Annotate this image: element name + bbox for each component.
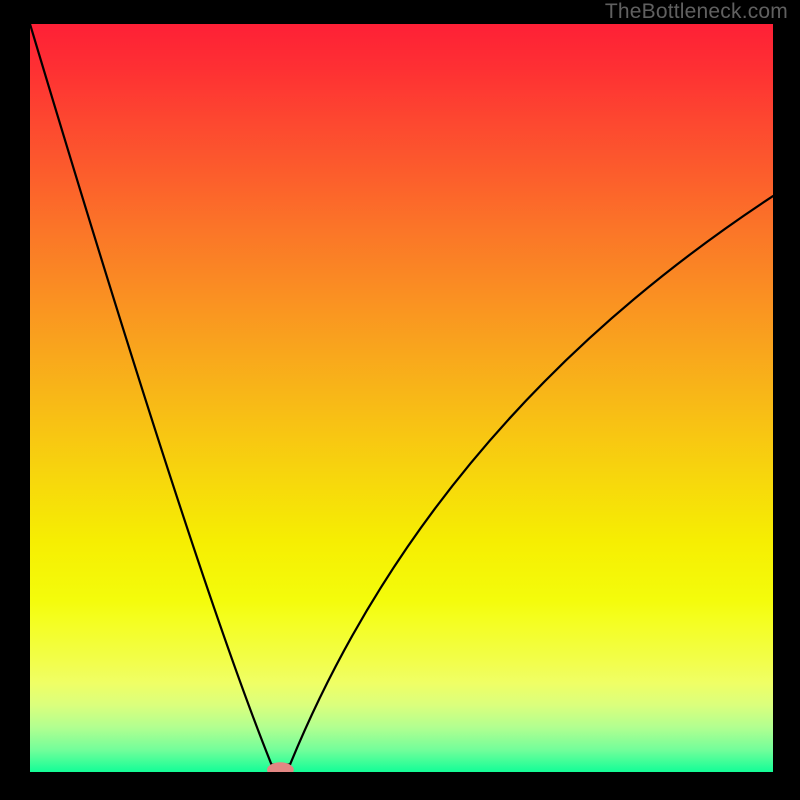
- bottleneck-chart: [30, 24, 773, 772]
- chart-container: TheBottleneck.com: [0, 0, 800, 800]
- gradient-background: [30, 24, 773, 772]
- watermark-text: TheBottleneck.com: [605, 0, 788, 24]
